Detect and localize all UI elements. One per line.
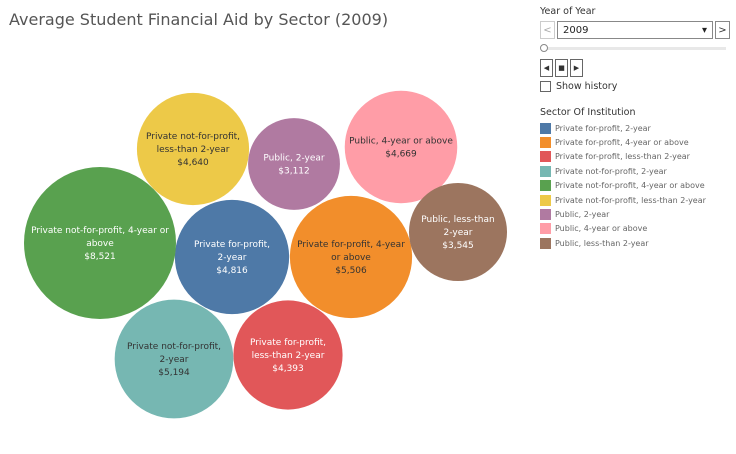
legend-label: Private for-profit, 4-year or above (555, 138, 689, 148)
bubble-value-label: $4,669 (385, 150, 417, 160)
bubble[interactable]: Public, 4-year or above $4,669 (344, 90, 458, 204)
legend-item[interactable]: Public, less-than 2-year (540, 236, 730, 250)
caret-down-icon: ▾ (701, 24, 707, 36)
show-history-checkbox[interactable] (540, 81, 551, 92)
bubble-label: Private not-for-profit, (146, 132, 240, 142)
legend-label: Private not-for-profit, less-than 2-year (555, 195, 706, 205)
legend-item[interactable]: Private for-profit, less-than 2-year (540, 150, 730, 164)
bubble-circle[interactable] (344, 90, 458, 204)
bubble-label: Public, 4-year or above (349, 137, 453, 147)
bubble-circle[interactable] (114, 299, 234, 419)
bubble[interactable]: Public, less-than 2-year $3,545 (408, 182, 508, 282)
legend-item[interactable]: Public, 2-year (540, 207, 730, 221)
bubble-label: Private for-profit, 4-year (297, 240, 405, 250)
bubble-value-label: $8,521 (84, 252, 116, 262)
legend-item[interactable]: Private not-for-profit, 2-year (540, 164, 730, 178)
bubble-label: Public, 2-year (263, 154, 325, 164)
bubble[interactable]: Private not-for-profit, 2-year $5,194 (114, 299, 234, 419)
bubble-circle[interactable] (136, 92, 250, 206)
legend: Private for-profit, 2-year Private for-pr… (540, 121, 730, 251)
prev-year-button[interactable]: < (540, 21, 555, 39)
bubble-value-label: $3,112 (278, 167, 310, 177)
bubble-label: Private for-profit, (250, 338, 326, 348)
bubble-value-label: $3,545 (442, 241, 474, 251)
bubble-circle[interactable] (408, 182, 508, 282)
year-dropdown[interactable]: 2009 ▾ (557, 21, 713, 39)
legend-label: Public, 2-year (555, 210, 610, 220)
slider-track (542, 47, 726, 50)
bubble-value-label: $5,506 (335, 266, 367, 276)
filter-panel: Year of Year < 2009 ▾ > ◀ ■ ▶ Show histor… (540, 6, 730, 251)
legend-swatch (540, 223, 551, 235)
legend-swatch (540, 237, 551, 249)
legend-item[interactable]: Private not-for-profit, 4-year or above (540, 179, 730, 193)
legend-item[interactable]: Public, 4-year or above (540, 222, 730, 236)
bubble-label: Private not-for-profit, (127, 342, 221, 352)
legend-swatch (540, 209, 551, 221)
bubble-circle[interactable] (248, 118, 340, 210)
chart-title: Average Student Financial Aid by Sector … (9, 10, 389, 29)
bubble-circle[interactable] (289, 195, 413, 319)
bubble-label: less-than 2-year (157, 145, 230, 155)
bubble[interactable]: Private for-profit, 2-year $4,816 (174, 199, 290, 315)
year-filter-label: Year of Year (540, 6, 596, 17)
bubble-label: or above (331, 253, 371, 263)
bubble-label: Public, less-than (421, 215, 494, 225)
legend-swatch (540, 165, 551, 177)
legend-swatch (540, 180, 551, 192)
bubble-value-label: $5,194 (158, 368, 190, 378)
show-history-label: Show history (556, 81, 618, 92)
legend-swatch (540, 122, 551, 134)
bubble-circle[interactable] (233, 300, 343, 410)
bubble-value-label: $4,393 (272, 364, 304, 374)
stop-button[interactable]: ■ (555, 59, 568, 77)
legend-swatch (540, 194, 551, 206)
legend-swatch (540, 137, 551, 149)
legend-swatch (540, 151, 551, 163)
legend-item[interactable]: Private for-profit, 2-year (540, 121, 730, 135)
legend-title: Sector Of Institution (540, 107, 636, 118)
play-backward-button[interactable]: ◀ (540, 59, 553, 77)
bubble[interactable]: Public, 2-year $3,112 (248, 118, 340, 210)
legend-label: Private for-profit, less-than 2-year (555, 152, 690, 162)
bubble-label: 2-year (444, 228, 473, 238)
legend-label: Private not-for-profit, 2-year (555, 166, 667, 176)
slider-handle[interactable] (540, 44, 548, 52)
bubble-label: 2-year (160, 355, 189, 365)
bubble-label: less-than 2-year (252, 351, 325, 361)
bubble[interactable]: Private for-profit, less-than 2-year $4,39… (233, 300, 343, 410)
bubble-label: Private for-profit, (194, 240, 270, 250)
bubble[interactable]: Private for-profit, 4-year or above $5,506 (289, 195, 413, 319)
legend-label: Private for-profit, 2-year (555, 123, 651, 133)
year-value: 2009 (563, 24, 589, 36)
year-slider[interactable] (540, 43, 730, 53)
bubble-label: Private not-for-profit, 4-year or (31, 226, 169, 236)
legend-label: Public, less-than 2-year (555, 238, 649, 248)
bubble-label: above (86, 239, 114, 249)
bubble[interactable]: Private not-for-profit, less-than 2-year $… (136, 92, 250, 206)
legend-item[interactable]: Private for-profit, 4-year or above (540, 135, 730, 149)
bubble-circle[interactable] (174, 199, 290, 315)
bubble-value-label: $4,640 (177, 158, 209, 168)
bubble-label: 2-year (218, 253, 247, 263)
legend-label: Public, 4-year or above (555, 224, 648, 234)
bubble-value-label: $4,816 (216, 266, 248, 276)
bubble-circle[interactable] (24, 167, 176, 319)
next-year-button[interactable]: > (715, 21, 730, 39)
bubble[interactable]: Private not-for-profit, 4-year or above $8… (24, 167, 176, 319)
play-forward-button[interactable]: ▶ (570, 59, 583, 77)
legend-item[interactable]: Private not-for-profit, less-than 2-year (540, 193, 730, 207)
legend-label: Private not-for-profit, 4-year or above (555, 181, 705, 191)
